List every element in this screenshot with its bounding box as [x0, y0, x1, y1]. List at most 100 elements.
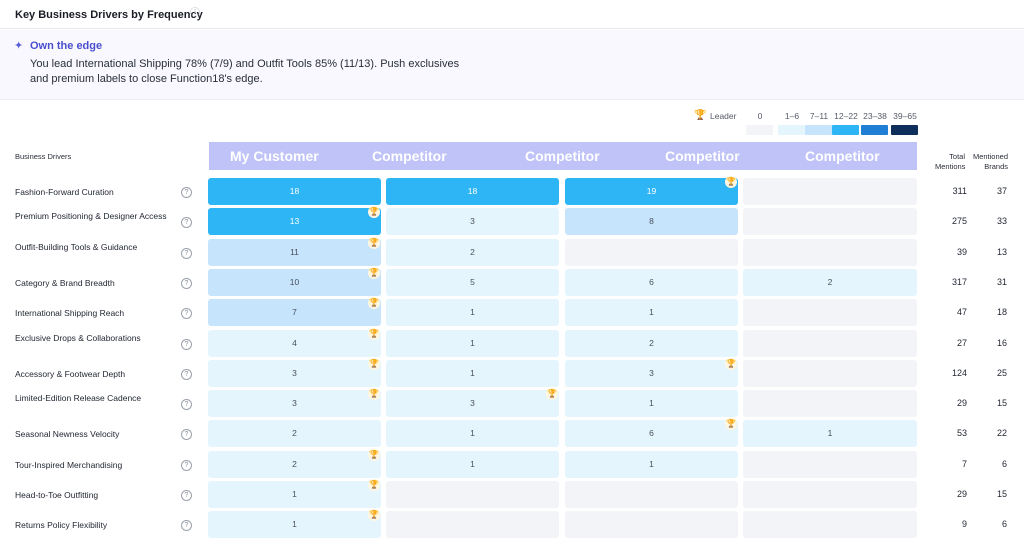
row-label: Tour-Inspired Merchandising	[15, 459, 123, 470]
row-label: Limited-Edition Release Cadence	[15, 393, 142, 404]
table-cell[interactable]: 3 🏆	[208, 388, 381, 418]
legend-swatch	[746, 125, 773, 135]
table-cell[interactable]: 4 🏆	[208, 327, 381, 357]
table-cell[interactable]: 1	[386, 420, 559, 448]
info-icon[interactable]: ⓘ	[190, 8, 200, 19]
table-cell[interactable]: 5	[386, 268, 559, 296]
table-cell[interactable]: 1	[386, 359, 559, 387]
help-icon[interactable]: ?	[181, 429, 192, 441]
table-cell[interactable]	[565, 481, 738, 508]
table-cell[interactable]	[386, 481, 559, 508]
insight-heading: Own the edge	[30, 40, 103, 52]
table-cell[interactable]	[743, 450, 917, 478]
table-cell[interactable]: 1	[565, 390, 738, 418]
table-cell[interactable]	[743, 481, 917, 508]
legend-bucket-label: 0	[757, 111, 763, 121]
total-mentions-value: 124	[951, 367, 967, 378]
table-cell[interactable]	[743, 299, 917, 327]
help-icon[interactable]: ?	[181, 459, 192, 471]
table-cell[interactable]	[565, 238, 738, 266]
table-cell[interactable]: 2	[565, 329, 738, 357]
table-cell[interactable]: 1	[386, 450, 559, 478]
total-mentions-header-line1: Total	[949, 152, 965, 161]
mentioned-brands-value: 22	[996, 428, 1007, 439]
mentioned-brands-value: 25	[996, 367, 1007, 378]
table-cell[interactable]	[743, 178, 917, 205]
table-cell[interactable]: 3 🏆	[565, 357, 738, 387]
row-label: Category & Brand Breadth	[15, 277, 115, 288]
mentioned-brands-header-line1: Mentioned	[972, 152, 1008, 161]
total-mentions-header: Total Mentions	[935, 152, 965, 172]
row-label: International Shipping Reach	[15, 308, 125, 319]
insight-body: You lead International Shipping 78% (7/9…	[30, 58, 460, 85]
table-cell[interactable]: 18	[208, 178, 381, 205]
legend-swatch	[805, 125, 832, 135]
help-icon[interactable]: ?	[181, 277, 192, 289]
column-header-competitor[interactable]: Competitor	[805, 148, 880, 164]
table-cell[interactable]: 18	[386, 178, 559, 205]
table-cell[interactable]: 2	[743, 268, 917, 296]
table-cell[interactable]: 2	[386, 238, 559, 266]
help-icon[interactable]: ?	[181, 338, 192, 350]
table-cell[interactable]	[743, 238, 917, 266]
trophy-icon: 🏆	[725, 357, 737, 370]
legend-swatch	[861, 125, 888, 135]
legend-leader-label: Leader	[710, 111, 737, 121]
column-header-competitor[interactable]: Competitor	[665, 148, 740, 164]
sparkle-icon: ✦	[14, 40, 24, 52]
column-header-my-customer[interactable]: My Customer	[230, 148, 319, 164]
table-cell[interactable]: 10 🏆	[208, 266, 381, 296]
legend-bucket-label: 1–6	[784, 111, 800, 121]
trophy-icon: 🏆	[368, 479, 380, 491]
help-icon[interactable]: ?	[181, 368, 192, 380]
total-mentions-value: 7	[961, 458, 967, 469]
table-cell[interactable]: 19 🏆	[565, 176, 738, 205]
table-cell[interactable]: 1	[386, 299, 559, 327]
table-cell[interactable]: 2	[208, 420, 381, 448]
table-cell[interactable]: 1 🏆	[208, 509, 381, 539]
table-cell[interactable]: 8	[565, 208, 738, 236]
mentioned-brands-value: 15	[996, 489, 1007, 499]
table-cell[interactable]: 1	[386, 329, 559, 357]
table-cell[interactable]	[743, 390, 917, 418]
help-icon[interactable]: ?	[181, 520, 192, 532]
table-cell[interactable]: 2 🏆	[208, 448, 381, 478]
table-cell[interactable]: 11 🏆	[208, 236, 381, 266]
row-label: Accessory & Footwear Depth	[15, 368, 126, 379]
mentioned-brands-header: Mentioned Brands	[968, 152, 1008, 172]
table-cell[interactable]: 6 🏆	[565, 418, 738, 448]
table-cell[interactable]: 3	[386, 208, 559, 236]
help-icon[interactable]: ?	[181, 247, 192, 259]
help-icon[interactable]: ?	[181, 308, 192, 320]
table-cell[interactable]	[386, 511, 559, 539]
help-icon[interactable]: ?	[181, 217, 192, 229]
table-cell[interactable]: 7 🏆	[208, 297, 381, 327]
table-cell[interactable]	[743, 359, 917, 387]
table-cell[interactable]: 6	[565, 268, 738, 296]
column-header-competitor[interactable]: Competitor	[525, 148, 600, 164]
help-icon[interactable]: ?	[181, 187, 192, 198]
legend-swatch	[778, 125, 805, 135]
table-cell[interactable]: 1	[565, 450, 738, 478]
row-label: Exclusive Drops & Collaborations	[15, 332, 141, 343]
table-cell[interactable]	[743, 208, 917, 236]
help-icon[interactable]: ?	[181, 399, 192, 411]
table-cell[interactable]: 13 🏆	[208, 206, 381, 236]
legend-bucket-label: 7–11	[809, 111, 829, 121]
trophy-icon: 🏆	[368, 236, 380, 249]
table-cell[interactable]: 1 🏆	[208, 479, 381, 508]
help-icon[interactable]: ?	[181, 490, 192, 501]
table-cell[interactable]	[743, 511, 917, 539]
table-cell[interactable]: 1	[743, 420, 917, 448]
row-label: Outfit-Building Tools & Guidance	[15, 241, 138, 252]
trophy-icon: 🏆	[368, 327, 380, 340]
table-cell[interactable]: 1	[565, 299, 738, 327]
table-cell[interactable]	[565, 511, 738, 539]
trophy-icon: 🏆	[725, 176, 737, 188]
column-header-competitor[interactable]: Competitor	[372, 148, 447, 164]
table-cell[interactable]	[743, 329, 917, 357]
table-cell[interactable]: 3 🏆	[386, 388, 559, 418]
table-cell[interactable]: 3 🏆	[208, 357, 381, 387]
total-mentions-value: 275	[951, 216, 967, 227]
trophy-icon: 🏆	[368, 297, 380, 310]
